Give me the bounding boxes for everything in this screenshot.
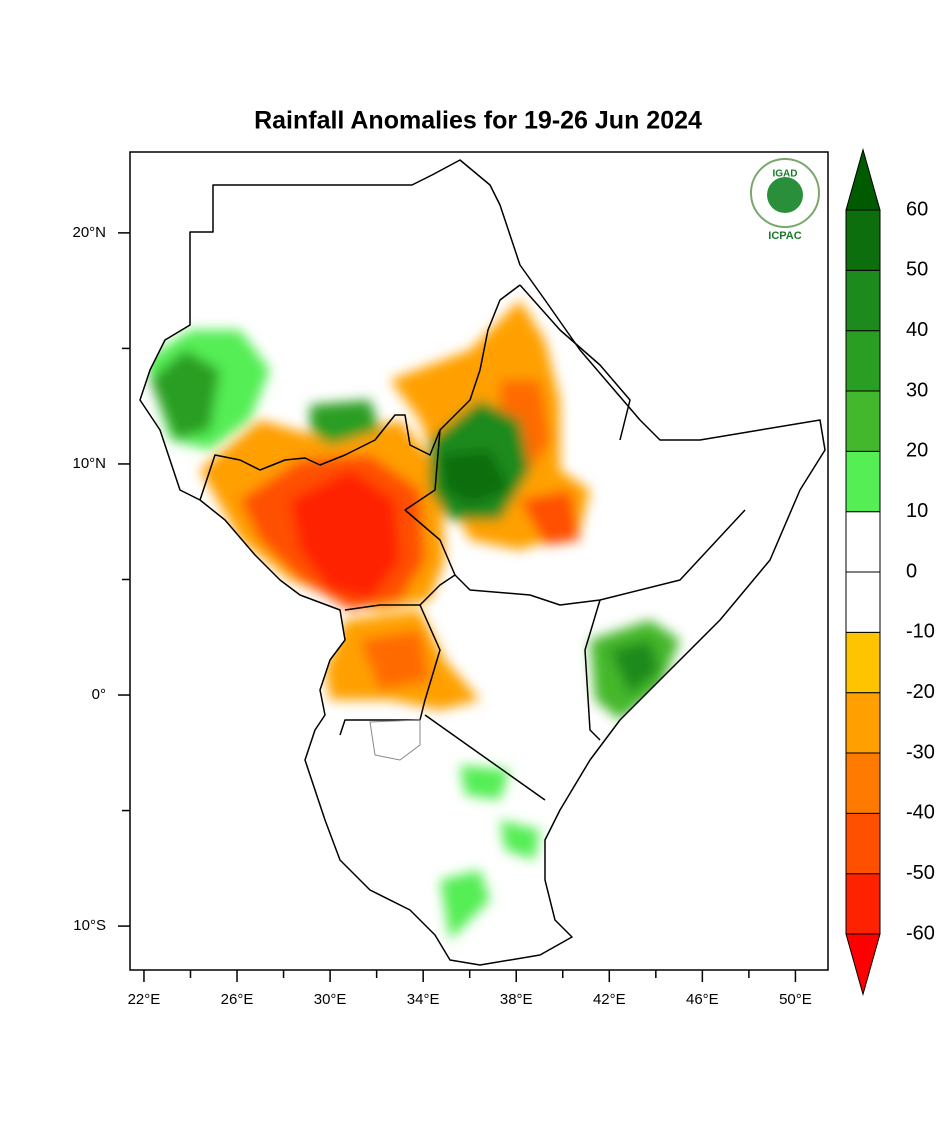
logo-globe bbox=[767, 177, 803, 213]
colorbar: -60 -50 -40 -30 -20 -10 0 10 20 30 40 50 60 bbox=[845, 147, 935, 997]
map-title: Rainfall Anomalies for 19-26 Jun 2024 bbox=[254, 107, 702, 135]
colorbar-bin bbox=[845, 812, 881, 875]
colorbar-bin bbox=[845, 269, 881, 332]
kenya-tanzania-border bbox=[424, 714, 546, 801]
colorbar-label: -20 bbox=[906, 681, 935, 703]
x-tick-label: 22°E bbox=[128, 991, 161, 1008]
axes: 22°E 26°E 30°E 34°E 38°E 42°E 46°E 50°E 20°N 10°N… bbox=[72, 224, 811, 1008]
ethiopia-border bbox=[404, 429, 746, 606]
x-tick-label: 38°E bbox=[500, 991, 533, 1008]
colorbar-label: 60 bbox=[906, 198, 928, 220]
x-tick-label: 26°E bbox=[221, 991, 254, 1008]
colorbar-bin bbox=[845, 692, 881, 754]
x-tick-label: 46°E bbox=[686, 991, 719, 1008]
y-tick-label: 0° bbox=[92, 686, 106, 703]
colorbar-label: -10 bbox=[906, 621, 935, 643]
eritrea-border bbox=[519, 284, 631, 441]
colorbar-label: 30 bbox=[906, 379, 928, 401]
colorbar-bin bbox=[845, 511, 881, 573]
colorbar-bin bbox=[845, 209, 881, 271]
colorbar-bin bbox=[845, 631, 881, 694]
colorbar-bin bbox=[845, 571, 881, 633]
x-tick-label: 34°E bbox=[407, 991, 440, 1008]
colorbar-bin bbox=[845, 873, 881, 935]
country-borders bbox=[139, 159, 826, 966]
colorbar-label: -50 bbox=[906, 862, 935, 884]
sudan-border bbox=[199, 284, 521, 501]
colorbar-bin bbox=[845, 450, 881, 513]
x-tick-label: 30°E bbox=[314, 991, 347, 1008]
colorbar-label: 40 bbox=[906, 319, 928, 341]
colorbar-bin bbox=[845, 752, 881, 814]
colorbar-label: -30 bbox=[906, 741, 935, 763]
colorbar-bin bbox=[845, 330, 881, 392]
anomaly-field bbox=[145, 300, 680, 940]
colorbar-label: 20 bbox=[906, 440, 928, 462]
lake-victoria bbox=[369, 719, 421, 761]
colorbar-under bbox=[845, 933, 881, 997]
colorbar-label: -60 bbox=[906, 922, 935, 944]
map-frame bbox=[129, 151, 829, 971]
colorbar-bin bbox=[845, 390, 881, 452]
logo-bottom: ICPAC bbox=[768, 230, 801, 242]
x-tick-label: 50°E bbox=[779, 991, 812, 1008]
logo: IGAD ICPAC bbox=[750, 158, 820, 242]
colorbar-label: 10 bbox=[906, 500, 928, 522]
y-tick-label: 10°N bbox=[72, 455, 106, 472]
colorbar-label: -40 bbox=[906, 802, 935, 824]
colorbar-over bbox=[845, 147, 881, 211]
kenya-uganda-border bbox=[339, 604, 441, 736]
y-tick-label: 10°S bbox=[73, 917, 106, 934]
y-tick-label: 20°N bbox=[72, 224, 106, 241]
logo-top: IGAD bbox=[773, 169, 798, 180]
kenya-somalia-border bbox=[584, 599, 601, 741]
colorbar-label: 0 bbox=[906, 560, 917, 582]
region-outline bbox=[139, 159, 826, 966]
colorbar-label: 50 bbox=[906, 259, 928, 281]
x-tick-label: 42°E bbox=[593, 991, 626, 1008]
